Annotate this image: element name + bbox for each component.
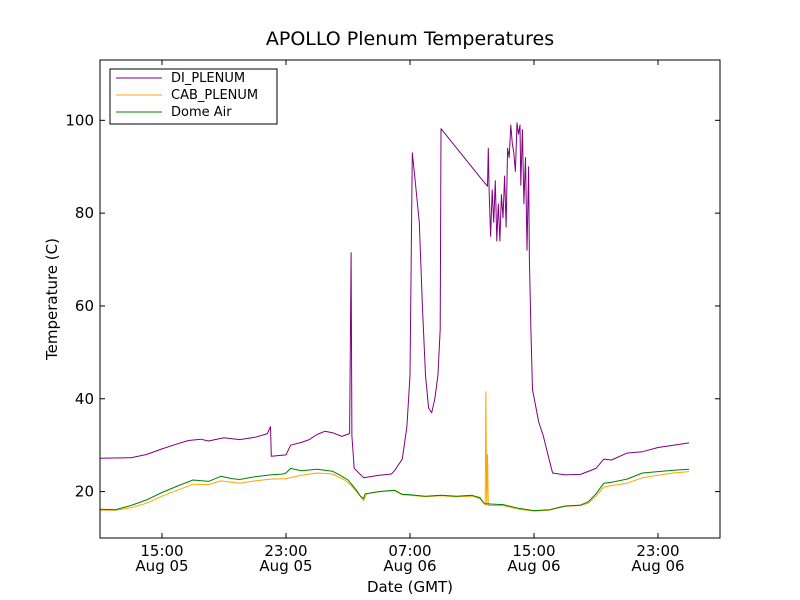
x-axis-label: Date (GMT) xyxy=(367,578,453,596)
x-tick-label-date: Aug 06 xyxy=(631,557,684,575)
series-line-di-plenum xyxy=(100,122,690,479)
y-axis-label: Temperature (C) xyxy=(43,238,61,361)
legend-label: DI_PLENUM xyxy=(171,71,245,86)
legend-label: Dome Air xyxy=(171,105,232,120)
x-tick-label-date: Aug 05 xyxy=(135,557,188,575)
x-tick-label: 23:00 xyxy=(636,542,679,560)
legend-items: DI_PLENUM CAB_PLENUM Dome Air xyxy=(116,71,258,120)
plot-frame xyxy=(99,59,721,539)
x-tick-label: 23:00 xyxy=(264,542,307,560)
x-tick-label-date: Aug 06 xyxy=(507,557,560,575)
y-tick-label: 20 xyxy=(75,483,94,501)
legend: DI_PLENUM CAB_PLENUM Dome Air xyxy=(109,68,278,125)
chart-title: APOLLO Plenum Temperatures xyxy=(266,28,554,50)
y-tick-label: 40 xyxy=(75,390,94,408)
x-tick-label-date: Aug 06 xyxy=(383,557,436,575)
x-tick-label: 15:00 xyxy=(140,542,183,560)
legend-label: CAB_PLENUM xyxy=(171,88,258,103)
x-tick-label: 15:00 xyxy=(512,542,555,560)
series-layer xyxy=(100,122,690,512)
y-tick-label: 80 xyxy=(75,204,94,222)
y-tick-label: 60 xyxy=(75,297,94,315)
x-tick-label: 07:00 xyxy=(388,542,431,560)
y-tick-label: 100 xyxy=(65,111,94,129)
series-line-dome-air xyxy=(100,467,690,512)
x-tick-label-date: Aug 05 xyxy=(259,557,312,575)
series-line-cab-plenum xyxy=(100,391,690,512)
